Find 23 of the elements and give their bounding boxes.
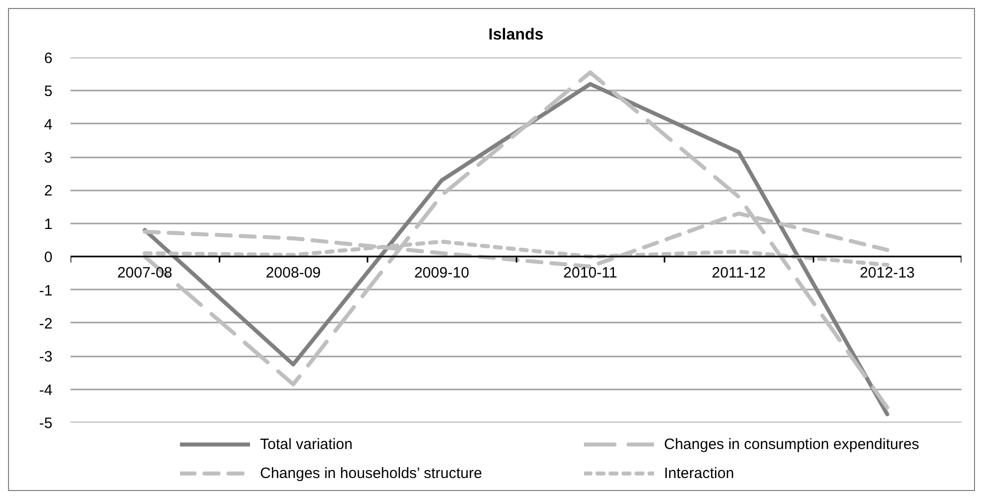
y-tick-label: 2 <box>44 182 52 200</box>
y-tick-label: 1 <box>44 216 52 233</box>
x-tick-label: 2010-11 <box>563 264 618 282</box>
x-tick-label: 2009-10 <box>414 264 470 282</box>
legend-label: Total variation <box>260 436 354 452</box>
y-tick-label: -4 <box>39 382 53 399</box>
y-tick-label: 0 <box>44 249 52 266</box>
y-tick-label: 6 <box>44 50 52 67</box>
legend-label: Interaction <box>664 464 736 482</box>
x-tick-label: 2011-12 <box>712 264 766 282</box>
y-tick-label: -3 <box>39 348 53 366</box>
legend-label: Changes in consumption expenditures <box>664 436 920 452</box>
x-tick-label: 2008-09 <box>266 264 321 282</box>
y-tick-label: 3 <box>44 150 52 167</box>
x-tick-label: 2007-08 <box>117 264 172 282</box>
y-tick-label: -1 <box>39 282 53 300</box>
y-tick-label: 4 <box>44 116 52 134</box>
y-tick-label: 5 <box>44 83 52 100</box>
y-tick-label: -5 <box>39 415 53 432</box>
y-tick-label: -2 <box>39 315 53 332</box>
chart-title: Islands <box>488 26 544 44</box>
legend-label: Changes in households’ structure <box>260 464 484 482</box>
x-tick-label: 2012-13 <box>860 264 915 282</box>
